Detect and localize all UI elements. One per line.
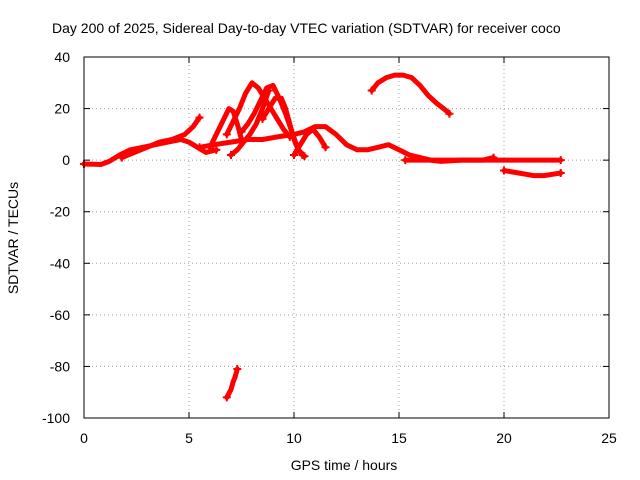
grid-lines [84, 57, 609, 418]
y-tick-label: 40 [54, 49, 70, 65]
series-point-track-j [367, 86, 376, 95]
series-point-track-d [222, 130, 231, 139]
series-point-track-i [321, 143, 330, 152]
x-tick-label: 5 [185, 430, 193, 446]
x-tick-label: 10 [286, 430, 302, 446]
series-point-track-b [117, 153, 126, 162]
series-point-track-e [237, 127, 246, 136]
series-point-track-l [500, 166, 508, 175]
y-tick-label: -100 [42, 410, 70, 426]
series-line-track-c [207, 106, 244, 150]
series-point-track-h [195, 143, 204, 152]
series-point-track-g [264, 86, 273, 95]
series-point-track-b [195, 113, 204, 122]
axis-ticks [83, 56, 610, 419]
series-point-track-f [298, 150, 307, 159]
x-tick-label: 15 [391, 430, 407, 446]
series-point-track-a [212, 145, 221, 154]
y-tick-label: 20 [54, 101, 70, 117]
plot-frame [83, 56, 610, 419]
series-point-track-m [233, 365, 242, 374]
series-line-track-b [119, 115, 202, 161]
series-point-track-k [401, 156, 410, 165]
series-point-track-j [445, 109, 454, 118]
series-line-track-j [369, 72, 452, 117]
y-tick-label: -80 [50, 358, 70, 374]
series-line-track-m [224, 366, 240, 400]
y-tick-label: -40 [50, 255, 70, 271]
x-tick-label: 25 [601, 430, 617, 446]
series-line-track-i [291, 126, 328, 158]
y-tick-label: -60 [50, 307, 70, 323]
x-axis-label: GPS time / hours [291, 457, 398, 473]
series-point-track-m [222, 393, 231, 402]
series-point-track-k [556, 156, 565, 165]
y-axis-label: SDTVAR / TECUs [5, 182, 21, 294]
series-line-track-g [228, 88, 272, 158]
series-layer [80, 72, 565, 402]
tick-labels: 0 5 10 15 20 25 -100 -80 -60 -40 -20 0 20 40 [42, 49, 617, 446]
series-point-track-l [556, 169, 565, 178]
y-tick-label: 0 [62, 152, 70, 168]
series-point-track-i [290, 150, 298, 159]
chart-title: Day 200 of 2025, Sidereal Day-to-day VTE… [52, 20, 561, 36]
series-line-track-l [501, 168, 564, 179]
x-tick-label: 0 [80, 430, 88, 446]
y-tick-label: -20 [50, 204, 70, 220]
series-line-track-d [224, 80, 293, 140]
series-point-track-g [227, 150, 235, 159]
x-tick-label: 20 [496, 430, 512, 446]
